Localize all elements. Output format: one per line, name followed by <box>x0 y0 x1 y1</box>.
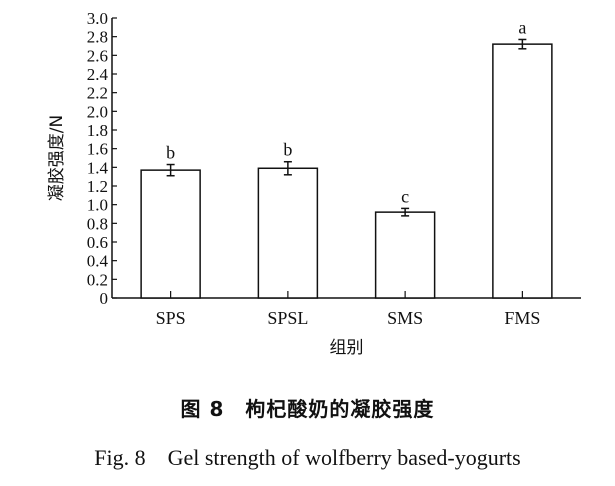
y-tick-label: 0.4 <box>87 252 109 271</box>
y-tick-label: 2.4 <box>87 65 109 84</box>
y-tick-label: 0 <box>100 289 109 308</box>
y-tick-label: 2.0 <box>87 102 108 121</box>
y-tick-label: 0.6 <box>87 233 108 252</box>
y-tick-label: 1.8 <box>87 121 108 140</box>
y-tick-label: 2.8 <box>87 28 108 47</box>
significance-label: b <box>166 143 175 163</box>
bar-sms <box>374 211 436 299</box>
y-axis-label: 凝胶强度/N <box>47 115 67 201</box>
y-tick-label: 2.6 <box>87 46 108 65</box>
x-tick-label: SPSL <box>267 308 308 328</box>
y-tick-label: 3.0 <box>87 9 108 28</box>
bar-chart: 00.20.40.60.81.01.21.41.61.82.02.22.42.6… <box>47 9 581 358</box>
y-tick-label: 1.6 <box>87 140 108 159</box>
significance-label: c <box>401 186 409 206</box>
figure-caption-english: Fig. 8 Gel strength of wolfberry based-y… <box>94 445 521 470</box>
y-tick-label: 0.8 <box>87 214 108 233</box>
y-tick-label: 1.0 <box>87 196 108 215</box>
y-tick-label: 1.4 <box>87 158 109 177</box>
bar-sps <box>140 169 201 299</box>
significance-label: a <box>518 17 526 37</box>
y-tick-label: 1.2 <box>87 177 108 196</box>
figure-caption-chinese: 图 8 枸杞酸奶的凝胶强度 <box>180 397 435 421</box>
bar-spsl <box>257 167 319 299</box>
bar-fms <box>492 43 553 299</box>
x-tick-label: SPS <box>156 308 186 328</box>
y-tick-label: 0.2 <box>87 270 108 289</box>
x-tick-label: FMS <box>504 308 540 328</box>
y-tick-label: 2.2 <box>87 84 108 103</box>
x-axis-label: 组别 <box>330 338 364 358</box>
significance-label: b <box>283 140 292 160</box>
x-tick-label: SMS <box>387 308 423 328</box>
